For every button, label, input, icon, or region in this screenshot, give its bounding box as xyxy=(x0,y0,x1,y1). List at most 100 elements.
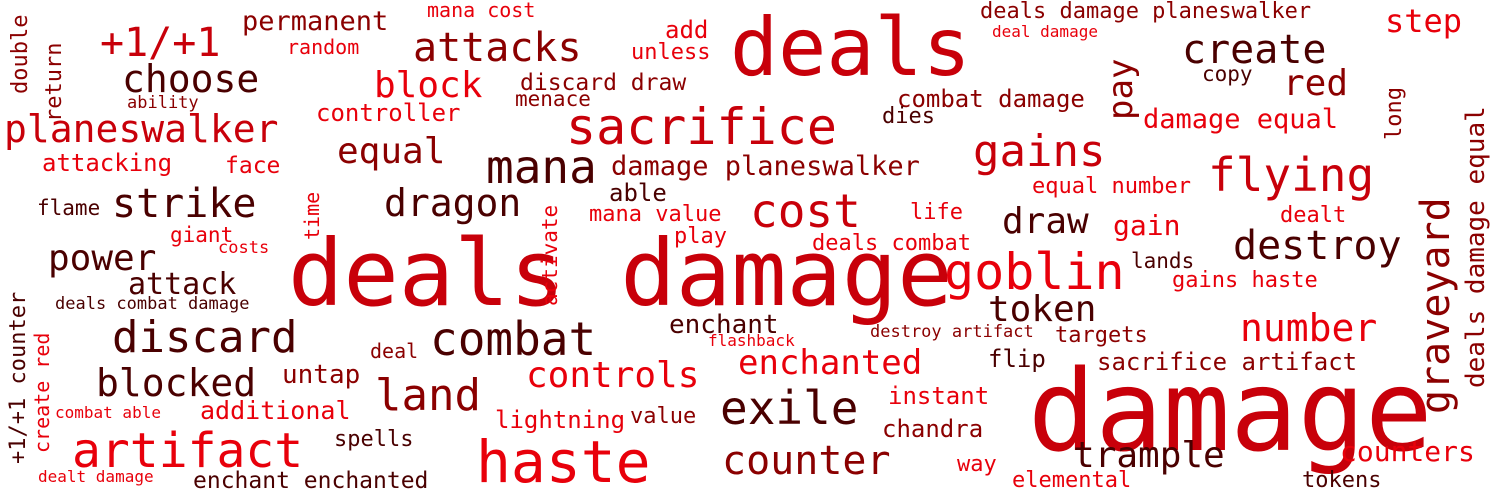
word-attacks: attacks xyxy=(413,25,582,71)
word-deals-combat: deals combat xyxy=(812,231,971,256)
word-life: life xyxy=(910,200,963,225)
word-gain: gain xyxy=(1113,209,1181,242)
word-blocked: blocked xyxy=(96,361,257,405)
word-dealt: dealt xyxy=(1280,203,1347,228)
word-discard-draw: discard draw xyxy=(520,70,687,96)
word-random: random xyxy=(287,35,360,59)
word-planeswalker: planeswalker xyxy=(4,107,279,151)
word-counters: counters xyxy=(1340,435,1475,468)
word-cost: cost xyxy=(750,184,861,238)
word-number: number xyxy=(1240,306,1378,350)
word-choose: choose xyxy=(122,57,260,101)
word-flip: flip xyxy=(988,345,1046,373)
word-controls: controls xyxy=(526,355,700,396)
word-plus1-plus1-counter: +1/+1 counter xyxy=(6,291,31,464)
word-destroy: destroy xyxy=(1233,223,1402,269)
word-artifact: artifact xyxy=(72,423,304,479)
word-deals-damage: deals damage xyxy=(288,220,953,327)
word-combat-able: combat able xyxy=(55,403,161,422)
word-controller: controller xyxy=(316,99,461,127)
word-double: double xyxy=(8,14,33,94)
word-dealt-damage: dealt damage xyxy=(38,467,154,486)
word-damage: damage xyxy=(1028,347,1433,477)
word-tokens: tokens xyxy=(1302,468,1382,493)
word-counter: counter xyxy=(722,438,891,484)
word-unless: unless xyxy=(631,40,711,65)
word-pay: pay xyxy=(1101,58,1141,120)
word-haste: haste xyxy=(476,428,651,496)
word-graveyard: graveyard xyxy=(1413,197,1459,414)
word-sacrifice: sacrifice xyxy=(566,98,837,156)
word-create-red: create red xyxy=(30,332,54,453)
word-permanent: permanent xyxy=(242,6,389,37)
word-goblin: goblin xyxy=(944,243,1125,301)
word-untap: untap xyxy=(282,360,361,390)
word-token: token xyxy=(988,289,1097,330)
word-mana-cost: mana cost xyxy=(427,0,536,22)
word-flame: flame xyxy=(37,196,101,220)
word-instant: instant xyxy=(888,382,990,410)
word-create: create xyxy=(1182,27,1327,73)
word-combat: combat xyxy=(430,312,597,366)
word-deals: deals xyxy=(730,1,971,94)
word-red: red xyxy=(1283,63,1349,104)
word-gains: gains xyxy=(973,126,1106,177)
word-elemental: elemental xyxy=(1012,468,1132,493)
word-lightning: lightning xyxy=(495,406,626,434)
word-destroy-artifact: destroy artifact xyxy=(870,322,1034,342)
word-able: able xyxy=(609,179,667,207)
word-time: time xyxy=(300,191,324,240)
word-deal: deal xyxy=(370,339,419,363)
word-lands: lands xyxy=(1131,249,1195,273)
word-enchanted: enchanted xyxy=(738,343,923,383)
word-block: block xyxy=(374,65,483,106)
word-copy: copy xyxy=(1202,62,1253,86)
word-draw: draw xyxy=(1002,201,1089,242)
word-flying: flying xyxy=(1208,148,1375,202)
word-attacking: attacking xyxy=(42,149,173,177)
word-chandra: chandra xyxy=(882,415,984,443)
word-enchant: enchant xyxy=(669,310,779,340)
word-deals-damage-planeswalker: deals damage planeswalker xyxy=(980,0,1312,24)
word-additional: additional xyxy=(200,396,351,425)
word-dragon: dragon xyxy=(384,181,522,225)
word-way: way xyxy=(957,452,997,477)
word-land: land xyxy=(375,370,481,421)
word-sacrifice-artifact: sacrifice artifact xyxy=(1097,348,1358,376)
word-enchant-enchanted: enchant enchanted xyxy=(193,468,429,494)
word-combat-damage: combat damage xyxy=(897,85,1085,113)
word-trample: trample xyxy=(1073,435,1225,476)
word-costs: costs xyxy=(218,238,270,258)
word-deals-combat-damage: deals combat damage xyxy=(55,294,250,314)
word-mana: mana xyxy=(486,140,597,194)
word-dies: dies xyxy=(882,104,935,129)
word-deals-damage-equal: deals damage equal xyxy=(1461,106,1491,388)
word-damage-equal: damage equal xyxy=(1143,104,1339,135)
word-plus1-plus1: +1/+1 xyxy=(100,20,221,66)
word-add: add xyxy=(665,16,709,44)
word-play: play xyxy=(674,224,727,249)
word-gains-haste: gains haste xyxy=(1172,268,1318,293)
word-menace: menace xyxy=(515,87,591,111)
word-attack: attack xyxy=(128,267,237,302)
word-flashback: flashback xyxy=(708,331,795,350)
word-return: return xyxy=(42,42,67,122)
word-spells: spells xyxy=(334,427,414,452)
word-discard: discard xyxy=(112,312,298,363)
word-face: face xyxy=(225,153,281,179)
word-ability: ability xyxy=(127,93,199,113)
word-exile: exile xyxy=(720,381,859,435)
word-strike: strike xyxy=(112,181,257,227)
word-equal: equal xyxy=(337,131,446,172)
word-giant: giant xyxy=(170,223,234,247)
word-targets: targets xyxy=(1055,323,1148,348)
word-equal-number: equal number xyxy=(1032,174,1191,199)
word-deal-damage: deal damage xyxy=(992,22,1098,41)
word-power: power xyxy=(48,238,157,279)
word-long: long xyxy=(1382,87,1407,140)
word-mana-value: mana value xyxy=(589,202,722,227)
word-activate: activate xyxy=(538,204,562,306)
word-value: value xyxy=(630,404,697,429)
word-damage-planeswalker: damage planeswalker xyxy=(611,151,920,182)
